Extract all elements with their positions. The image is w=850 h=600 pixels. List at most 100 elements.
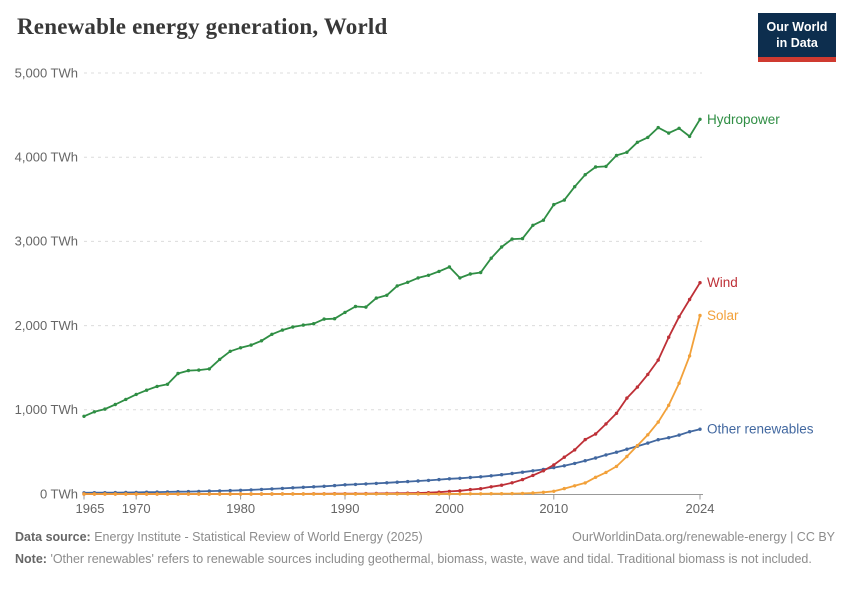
data-point (573, 448, 577, 452)
y-axis-tick-label: 0 TWh (40, 486, 78, 501)
x-axis-tick-label: 1990 (331, 501, 360, 516)
data-point (562, 464, 566, 468)
data-point (249, 343, 253, 347)
series-solar[interactable]: Solar (82, 308, 739, 496)
data-point (499, 473, 504, 477)
series-label-solar[interactable]: Solar (707, 308, 739, 323)
series-line-hydropower[interactable] (83, 118, 701, 418)
data-point (134, 492, 138, 496)
data-point (583, 481, 587, 485)
series-line-wind[interactable] (83, 281, 701, 495)
series-hydropower[interactable]: Hydropower (82, 112, 780, 418)
data-point (113, 492, 118, 496)
data-point (343, 483, 347, 487)
data-point (270, 492, 274, 496)
data-point (395, 492, 399, 496)
data-point (698, 117, 702, 122)
footer-link[interactable]: OurWorldinData.org/renewable-energy | CC… (572, 530, 835, 544)
data-point (353, 492, 358, 496)
data-point (625, 396, 629, 400)
data-point (437, 477, 441, 482)
series-label-other-renewables[interactable]: Other renewables (707, 422, 814, 437)
data-point (458, 476, 462, 480)
data-point (228, 488, 232, 493)
data-point (155, 384, 159, 389)
data-point (489, 256, 493, 260)
data-point (531, 491, 535, 495)
data-point (92, 492, 97, 496)
data-point (552, 463, 556, 467)
data-point (186, 489, 191, 494)
data-point (124, 397, 128, 402)
data-point (468, 487, 472, 492)
data-point (291, 486, 295, 490)
data-point (197, 489, 201, 494)
data-point (312, 492, 316, 496)
owid-logo-line1: Our World (766, 20, 828, 34)
data-point (614, 450, 619, 454)
data-point (573, 461, 577, 466)
data-point (656, 420, 660, 424)
data-point (614, 153, 619, 158)
data-point (667, 335, 671, 339)
data-point (677, 381, 681, 385)
data-point (562, 486, 566, 491)
data-point (520, 477, 525, 482)
data-point (656, 125, 660, 130)
data-point (364, 492, 368, 496)
data-point (374, 492, 378, 496)
data-point (228, 349, 232, 353)
data-point (270, 332, 274, 336)
data-point (259, 487, 264, 492)
data-point (698, 313, 702, 318)
data-point (165, 492, 170, 496)
data-point (479, 492, 483, 496)
data-point (92, 410, 97, 414)
data-point (322, 317, 326, 321)
y-axis-tick-label: 3,000 TWh (15, 234, 78, 249)
data-point (343, 310, 347, 315)
data-point (458, 489, 462, 493)
data-point (416, 479, 420, 483)
data-point (176, 371, 180, 376)
data-point (479, 270, 483, 275)
data-point (458, 276, 462, 280)
series-other-renewables[interactable]: Other renewables (82, 422, 814, 495)
data-point (687, 354, 692, 358)
data-point (531, 473, 535, 478)
data-point (332, 492, 337, 496)
data-point (437, 492, 441, 496)
data-point (259, 339, 264, 343)
data-point (322, 492, 326, 496)
data-point (520, 470, 525, 474)
y-axis-tick-label: 1,000 TWh (15, 402, 78, 417)
data-point (426, 273, 431, 277)
data-point (625, 150, 629, 154)
data-point (583, 459, 587, 463)
data-point (562, 455, 566, 459)
data-point (218, 492, 222, 496)
series-wind[interactable]: Wind (82, 275, 738, 496)
data-point (249, 492, 253, 496)
series-line-solar[interactable] (83, 314, 701, 495)
data-point (218, 357, 222, 362)
note-text: 'Other renewables' refers to renewable s… (50, 552, 812, 567)
data-point (499, 483, 504, 487)
series-label-wind[interactable]: Wind (707, 275, 738, 290)
owid-logo-line2: in Data (776, 36, 818, 51)
data-point (541, 490, 546, 494)
owid-logo[interactable]: Our World in Data (758, 13, 836, 62)
series-line-other-renewables[interactable] (83, 428, 701, 494)
data-point (468, 272, 472, 276)
data-point (604, 164, 608, 169)
x-axis-tick-label: 2024 (686, 501, 715, 516)
data-point (447, 492, 452, 496)
data-point (364, 482, 368, 486)
series-label-hydropower[interactable]: Hydropower (707, 112, 780, 127)
data-point (82, 492, 86, 496)
data-point (499, 492, 504, 496)
data-point (646, 135, 650, 140)
data-point (406, 492, 410, 496)
data-point (646, 433, 650, 437)
